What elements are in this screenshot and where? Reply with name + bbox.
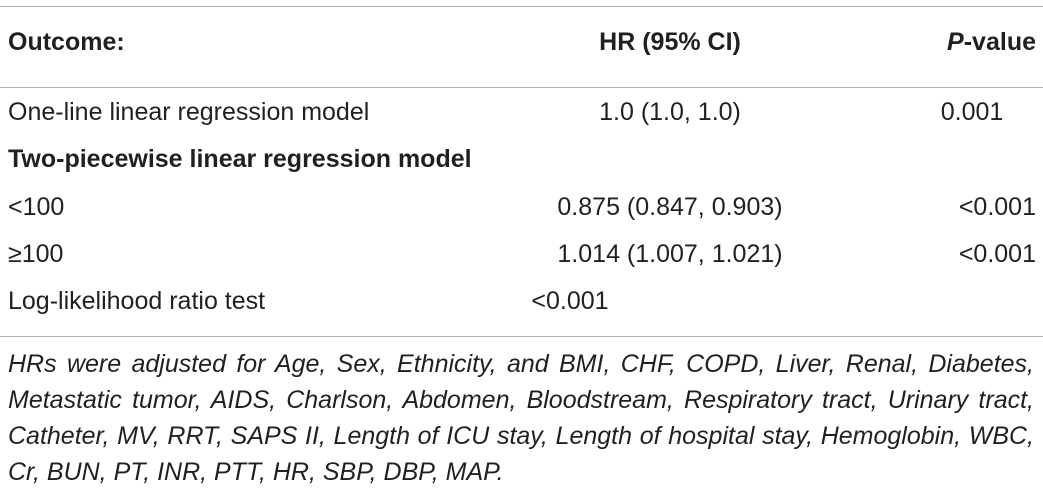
row-outcome: Two-piecewise linear regression model <box>8 145 472 173</box>
table-row: <100 0.875 (0.847, 0.903) <0.001 <box>0 184 1043 230</box>
row-outcome: One-line linear regression model <box>8 98 370 126</box>
top-rule <box>0 6 1043 7</box>
row-outcome: ≥100 <box>8 240 64 268</box>
header-p-italic: P <box>947 28 964 56</box>
row-hr: <0.001 <box>531 287 609 315</box>
table-header-row: Outcome: HR (95% CI) P-value <box>0 19 1043 65</box>
row-p-value: 0.001 <box>940 98 1004 126</box>
header-rule <box>0 87 1043 88</box>
row-hr: 0.875 (0.847, 0.903) <box>557 193 783 221</box>
table-footnote: HRs were adjusted for Age, Sex, Ethnicit… <box>8 350 1034 486</box>
header-p-value: P-value <box>900 19 1036 65</box>
bottom-rule <box>0 336 1043 337</box>
header-hr: HR (95% CI) <box>599 28 741 56</box>
table-row: One-line linear regression model 1.0 (1.… <box>0 89 1043 135</box>
row-p-value: <0.001 <box>958 240 1036 268</box>
table-row-section-heading: Two-piecewise linear regression model <box>0 136 1043 182</box>
row-hr: 1.0 (1.0, 1.0) <box>599 98 741 126</box>
header-outcome: Outcome: <box>8 28 125 56</box>
header-p-rest: -value <box>963 28 1036 56</box>
table-row: ≥100 1.014 (1.007, 1.021) <0.001 <box>0 231 1043 277</box>
row-hr: 1.014 (1.007, 1.021) <box>557 240 783 268</box>
table-row: Log-likelihood ratio test <0.001 <box>0 278 1043 324</box>
row-outcome: Log-likelihood ratio test <box>8 287 266 315</box>
row-p-value: <0.001 <box>958 193 1036 221</box>
row-outcome: <100 <box>8 193 65 221</box>
